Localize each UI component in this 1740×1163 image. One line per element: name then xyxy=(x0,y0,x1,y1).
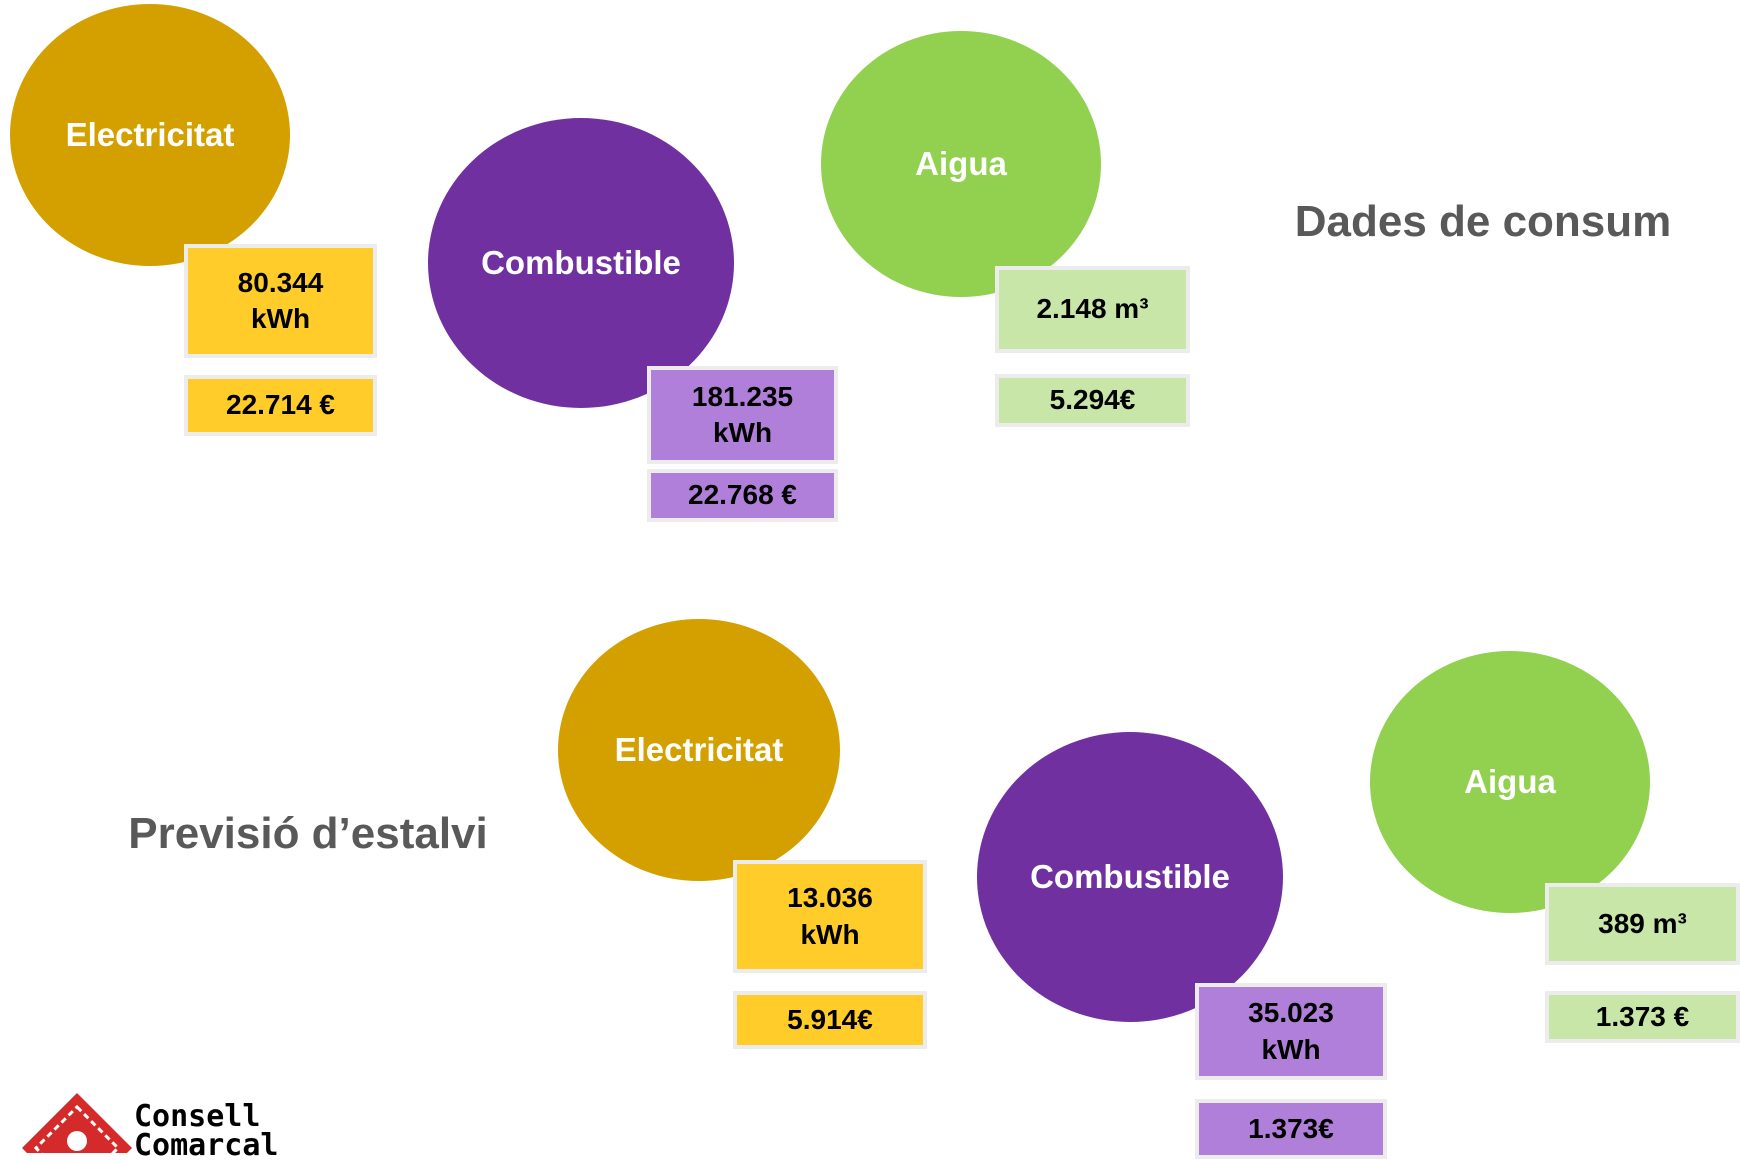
category-circle: Electricitat xyxy=(10,4,290,266)
value-box: 22.768 € xyxy=(647,469,838,522)
value-box: 13.036 kWh xyxy=(733,860,927,973)
category-circle: Aigua xyxy=(1370,651,1650,913)
value-box: 1.373€ xyxy=(1195,1099,1387,1159)
category-circle: Electricitat xyxy=(558,619,840,881)
value-box: 5.914€ xyxy=(733,991,927,1049)
logo-text: Consell Comarcal xyxy=(134,1099,279,1163)
category-circle: Aigua xyxy=(821,31,1101,297)
logo-line: Comarcal xyxy=(134,1128,279,1163)
value-box: 389 m³ xyxy=(1545,883,1740,965)
logo-line: Consell xyxy=(134,1099,261,1134)
section-title: Dades de consum xyxy=(1294,197,1672,246)
logo-mark xyxy=(22,1093,132,1153)
value-box: 80.344 kWh xyxy=(184,244,377,358)
category-circle: Combustible xyxy=(428,118,734,408)
value-box: 5.294€ xyxy=(995,374,1190,427)
value-box: 2.148 m³ xyxy=(995,266,1190,353)
value-box: 1.373 € xyxy=(1545,991,1740,1043)
value-box: 35.023 kWh xyxy=(1195,983,1387,1080)
value-box: 181.235 kWh xyxy=(647,366,838,464)
value-box: 22.714 € xyxy=(184,375,377,436)
category-circle: Combustible xyxy=(977,732,1283,1022)
section-title: Previsió d’estalvi xyxy=(128,809,488,858)
